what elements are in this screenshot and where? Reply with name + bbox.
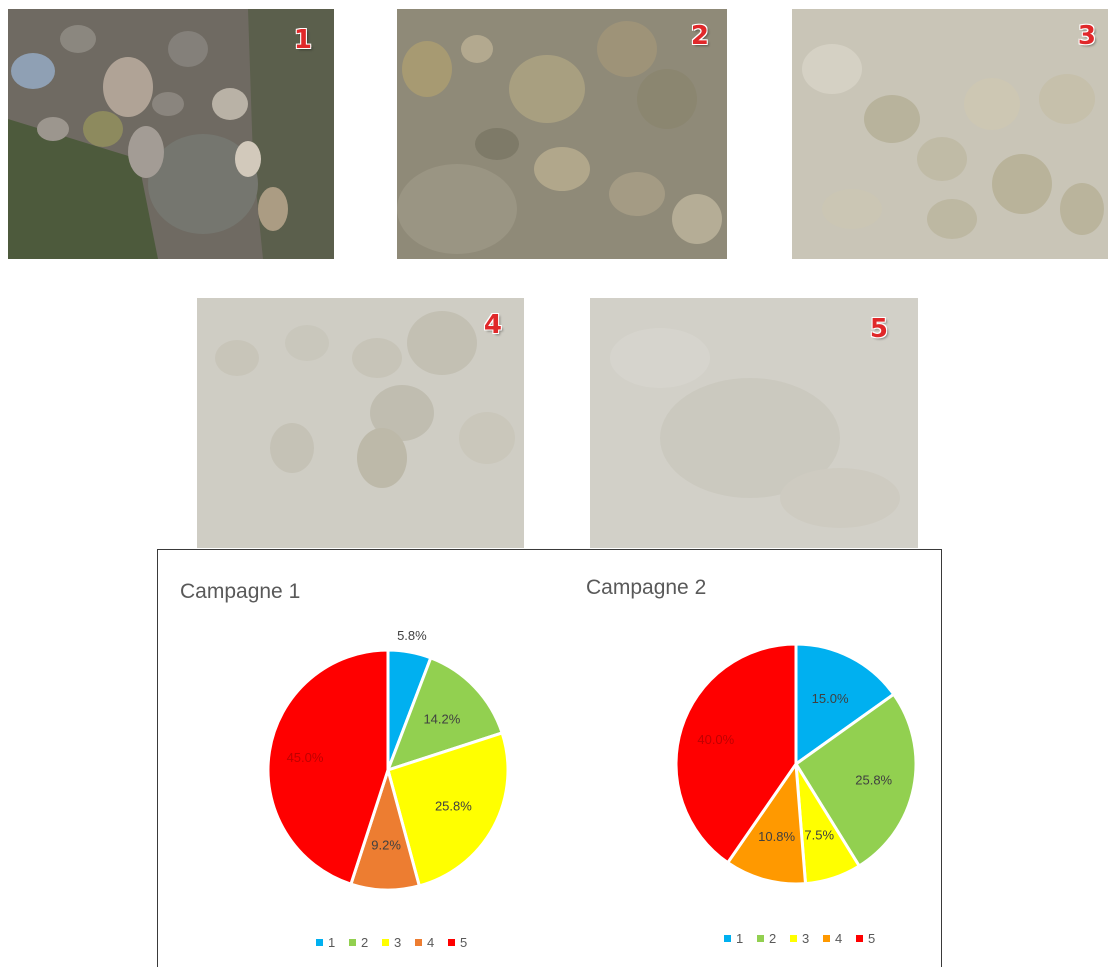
legend-label-5: 5 [460,935,467,950]
legend-label-4: 4 [427,935,434,950]
photo-number-label: 1 [293,25,312,55]
legend-label-5: 5 [868,931,875,946]
substrate-photo-1: 1 [8,9,334,259]
data-label-2: 14.2% [423,712,460,727]
legend-label-2: 2 [361,935,368,950]
legend-swatch-3 [382,939,389,946]
legend-label-1: 1 [736,931,743,946]
legend-swatch-2 [757,935,764,942]
pie-slice-2 [793,692,918,869]
data-label-5: 40.0% [697,732,734,747]
data-label-5: 45.0% [287,750,324,765]
photo-number-label: 3 [1077,21,1096,51]
data-label-4: 9.2% [371,837,401,852]
data-label-1: 5.8% [397,628,427,643]
chart-title-campagne-1: Campagne 1 [180,580,300,603]
legend-swatch-1 [724,935,731,942]
substrate-photo-4: 4 [197,298,524,548]
pie-slice-4 [725,759,808,886]
data-label-3: 25.8% [435,798,472,813]
legend-swatch-3 [790,935,797,942]
substrate-photo-3: 3 [792,9,1108,259]
substrate-photo-2: 2 [397,9,727,259]
photo-number-label: 5 [869,314,888,344]
pie-slice-1 [794,642,896,767]
legend-swatch-4 [415,939,422,946]
legend-swatch-1 [316,939,323,946]
data-label-4: 10.8% [758,829,795,844]
legend-label-4: 4 [835,931,842,946]
photo-number-label: 2 [690,21,709,51]
data-label-1: 15.0% [812,691,849,706]
pie-slice-3 [386,731,510,888]
pie-charts: Campagne 1 Campagne 2 5.8% 14.2% 25.8% 9.2%… [180,576,918,950]
legend-label-2: 2 [769,931,776,946]
legend-swatch-5 [856,935,863,942]
pie-slice-5 [674,642,798,865]
legend-swatch-2 [349,939,356,946]
data-label-2: 25.8% [855,773,892,788]
legend-label-3: 3 [394,935,401,950]
chart-title-campagne-2: Campagne 2 [586,576,706,599]
legend-swatch-4 [823,935,830,942]
chart-panel: Campagne 1 Campagne 2 5.8% 14.2% 25.8% 9.2%… [157,549,942,967]
data-label-3: 7.5% [804,828,834,843]
pie-slice-5 [266,648,390,887]
legend-swatch-5 [448,939,455,946]
legend-label-1: 1 [328,935,335,950]
legend-label-3: 3 [802,931,809,946]
photo-number-label: 4 [483,310,502,340]
substrate-photo-5: 5 [590,298,918,548]
